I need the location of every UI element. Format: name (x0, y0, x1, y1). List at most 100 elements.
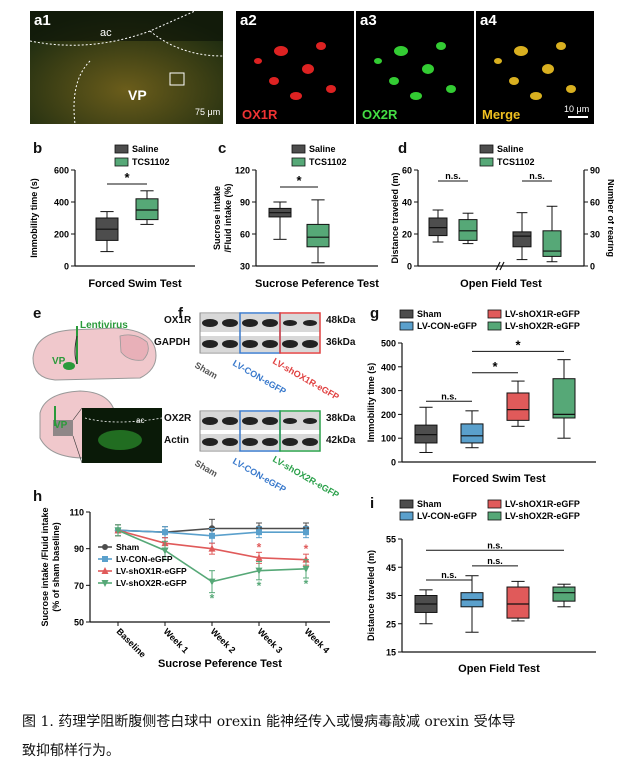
legend-swatch (399, 499, 414, 509)
chart-b-forced-swim: 0 200 400 600 Immobility time (s) Saline TCS11… (29, 144, 195, 290)
y-tick-label: 0 (391, 458, 396, 468)
y-tick-label: 15 (386, 648, 396, 658)
y-tick-label: 45 (386, 563, 396, 573)
legend-label: LV-shOX2R-eGFP (505, 511, 580, 521)
legend-label: LV-shOX1R-eGFP (505, 309, 580, 319)
blot-kda-36: 36kDa (326, 337, 356, 348)
legend-label: Saline (309, 144, 336, 154)
significance-label: * (124, 170, 130, 185)
box-tcs1102 (542, 230, 562, 257)
y-tick-label: 90 (74, 544, 84, 554)
micrograph-a1: a1 ac VP 75 μm (30, 11, 223, 124)
legend-label: TCS1102 (132, 157, 170, 167)
box-lv-shox1r-egfp (506, 392, 530, 421)
box-lv-con-egfp (460, 423, 484, 444)
legend-swatch (487, 511, 502, 521)
x-tick-label: Baseline (115, 626, 148, 659)
chart-h-sucrose-weeks: 50 70 90 110 Sucrose intake /Fluid intake (% … (40, 507, 332, 670)
chart-i-open-field: 15 25 35 45 55 Distance traveled (m) Sham LV-CO… (366, 499, 596, 675)
legend-label: Saline (132, 144, 159, 154)
data-point (255, 553, 263, 561)
legend-label: Sham (417, 309, 442, 319)
region-vp: VP (128, 87, 147, 103)
y-tick-label: 20 (402, 230, 412, 240)
y-tick-label: 60 (590, 198, 600, 208)
legend-swatch (114, 157, 129, 167)
x-axis-label: Sucrose Peference Test (158, 658, 282, 670)
y-tick-label: 25 (386, 619, 396, 629)
data-point (208, 578, 216, 586)
data-point (162, 529, 168, 536)
legend-swatch (399, 511, 414, 521)
significance-label: * (492, 359, 498, 374)
panel-label-c: c (218, 140, 227, 157)
box-tcs1102 (458, 219, 478, 241)
panel-label-i: i (370, 495, 375, 512)
panel-label-f: f (178, 305, 183, 322)
panel-label-a2: a2 (240, 12, 257, 29)
y-axis-label: Distance traveled (m) (366, 550, 376, 641)
significance-label: n.s. (487, 556, 503, 566)
x-tick-label: Week 4 (303, 626, 332, 655)
panel-label-b: b (33, 140, 43, 157)
y-tick-label: 120 (235, 166, 250, 176)
region-ac-label: ac (136, 416, 145, 425)
legend-swatch (399, 309, 414, 319)
significance-label: * (304, 542, 309, 556)
y-tick-label: 70 (74, 581, 84, 591)
significance-label: * (304, 577, 309, 591)
data-point (256, 529, 262, 536)
y-tick-label: 60 (240, 230, 250, 240)
y-tick-label: 400 (54, 198, 69, 208)
legend-label: Sham (116, 542, 140, 552)
blot-row-gapdh: GAPDH (154, 337, 191, 348)
blot-kda-48: 48kDa (326, 315, 356, 326)
x-tick-label: Week 1 (162, 626, 191, 655)
box-saline (428, 217, 448, 237)
data-point (208, 544, 216, 552)
significance-label: n.s. (441, 391, 457, 401)
data-point (161, 547, 169, 555)
panel-label-a4: a4 (480, 12, 497, 29)
western-blot (199, 312, 321, 452)
legend-swatch (487, 499, 502, 509)
region-vp-label: VP (52, 356, 66, 367)
legend-swatch (487, 309, 502, 319)
legend-label: LV-CON-eGFP (417, 321, 477, 331)
y-tick-label: 55 (386, 535, 396, 545)
blot-kda-42: 42kDa (326, 435, 356, 446)
box-tcs1102 (135, 198, 159, 221)
blot-row-actin: Actin (164, 435, 189, 446)
legend-label: LV-CON-eGFP (417, 511, 477, 521)
y-tick-label: 60 (402, 166, 412, 176)
y-tick-label: 90 (590, 166, 600, 176)
y-tick-label: 90 (240, 198, 250, 208)
y-axis-label: Immobility time (s) (29, 178, 39, 258)
stain-label-ox2r: OX2R (362, 107, 398, 122)
legend-label: Sham (417, 499, 442, 509)
y-tick-label: 400 (381, 362, 396, 372)
data-point (114, 527, 122, 535)
figure-caption-line-1: 图 1. 药理学阻断腹侧苍白球中 orexin 能神经传入或慢病毒敲减 orex… (22, 714, 516, 730)
brain-schematic (32, 326, 163, 464)
significance-label: * (210, 592, 215, 606)
box-saline (512, 231, 532, 248)
box-tcs1102 (306, 223, 330, 248)
data-point (303, 529, 309, 536)
significance-label: n.s. (441, 570, 457, 580)
micrograph-a3: a3 OX2R (356, 11, 474, 124)
y-axis-label: Immobility time (s) (366, 363, 376, 443)
y-tick-label: 500 (381, 339, 396, 349)
y-tick-label: 30 (240, 262, 250, 272)
panel-label-d: d (398, 140, 408, 157)
panel-label-a3: a3 (360, 12, 377, 29)
chart-g-forced-swim: 0 100 200 300 400 500 Immobility time (s) Sham L… (366, 309, 596, 485)
panel-label-a1: a1 (34, 12, 51, 29)
figure-caption-line-2: 致抑郁样行为。 (22, 743, 120, 759)
y-tick-label: 0 (64, 262, 69, 272)
y-tick-label: 600 (54, 166, 69, 176)
legend-label: Saline (497, 144, 524, 154)
significance-label: * (515, 337, 521, 352)
axis-break (495, 261, 501, 271)
significance-label: * (257, 540, 262, 554)
